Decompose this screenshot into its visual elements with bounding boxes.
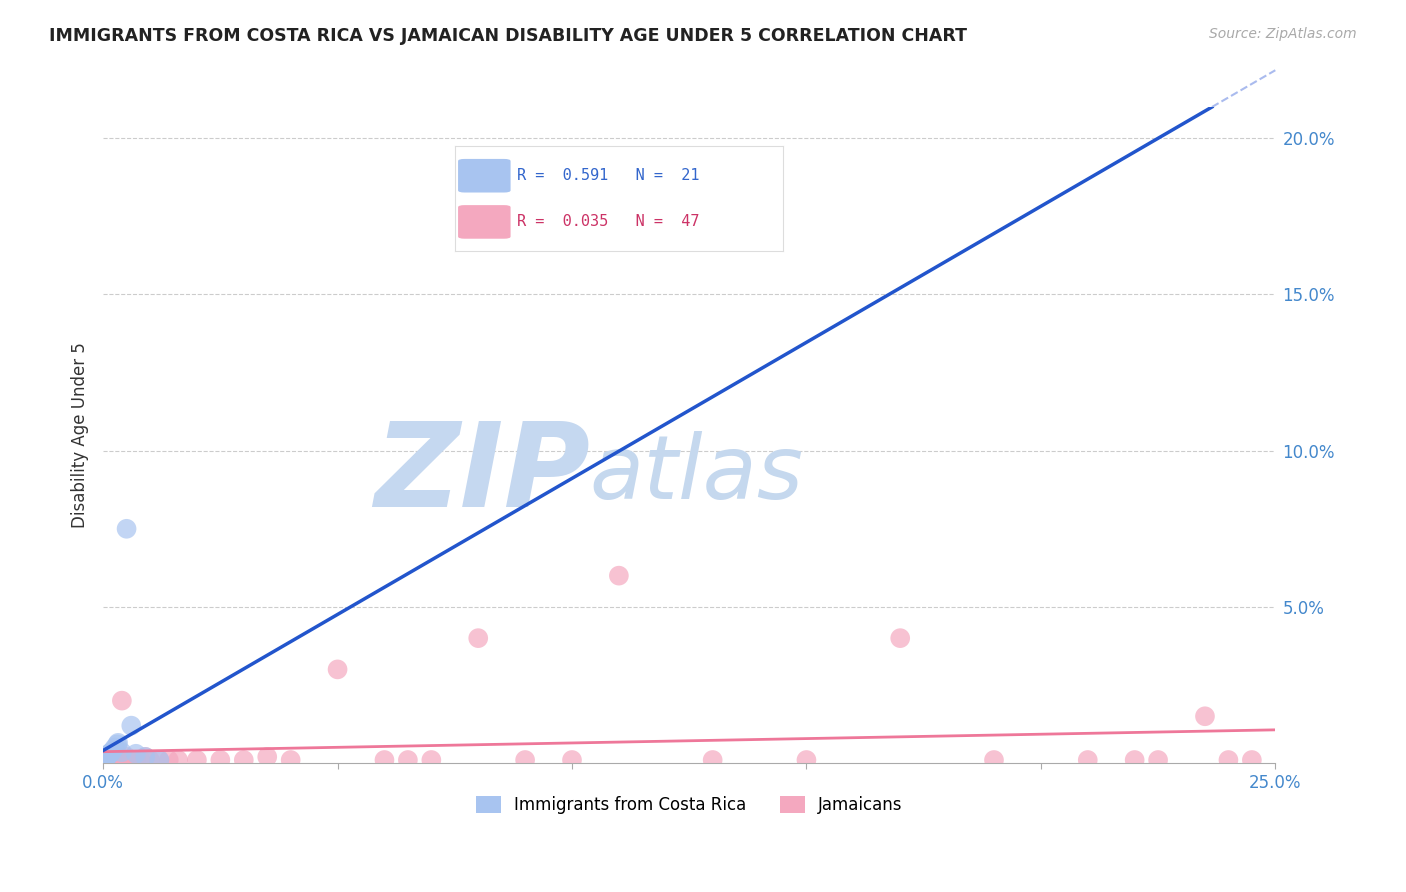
Point [1218, 753, 1240, 767]
Point [125, 753, 148, 767]
Point [120, 753, 142, 767]
Point [157, 753, 180, 767]
Point [93, 753, 115, 767]
Point [111, 693, 134, 707]
Point [420, 753, 443, 767]
Point [796, 753, 818, 767]
Point [97, 753, 120, 767]
Point [108, 753, 131, 767]
Point [111, 753, 134, 767]
Point [94, 751, 117, 765]
Point [134, 750, 156, 764]
Point [107, 736, 129, 750]
Point [101, 744, 124, 758]
Point [94, 753, 117, 767]
Point [607, 568, 630, 582]
Point [256, 750, 278, 764]
Point [139, 753, 162, 767]
Point [93, 753, 115, 767]
Point [105, 738, 128, 752]
Point [1123, 753, 1146, 767]
Point [561, 753, 583, 767]
Point [104, 750, 127, 764]
Point [97, 747, 120, 761]
Text: atlas: atlas [589, 432, 804, 517]
Point [97, 753, 120, 767]
Point [101, 753, 124, 767]
Point [1194, 709, 1216, 723]
Point [125, 747, 148, 761]
Point [1147, 753, 1170, 767]
Point [98, 747, 121, 761]
Point [167, 753, 190, 767]
Point [702, 753, 724, 767]
Point [96, 750, 118, 764]
Point [280, 753, 302, 767]
Point [94, 753, 117, 767]
Text: IMMIGRANTS FROM COSTA RICA VS JAMAICAN DISABILITY AGE UNDER 5 CORRELATION CHART: IMMIGRANTS FROM COSTA RICA VS JAMAICAN D… [49, 27, 967, 45]
Point [94, 753, 117, 767]
Point [96, 750, 118, 764]
Point [93, 753, 115, 767]
Point [186, 753, 208, 767]
Point [105, 753, 128, 767]
Point [209, 753, 232, 767]
Point [326, 662, 349, 676]
Point [148, 753, 170, 767]
Point [983, 753, 1005, 767]
Point [120, 718, 142, 732]
Point [115, 753, 138, 767]
Point [104, 740, 127, 755]
Point [1077, 753, 1099, 767]
Legend: Immigrants from Costa Rica, Jamaicans: Immigrants from Costa Rica, Jamaicans [470, 789, 910, 821]
Point [97, 750, 120, 764]
Point [396, 753, 419, 767]
Point [101, 751, 124, 765]
Point [232, 753, 254, 767]
Y-axis label: Disability Age Under 5: Disability Age Under 5 [72, 343, 89, 528]
Point [100, 745, 122, 759]
Point [115, 522, 138, 536]
Point [373, 753, 395, 767]
Point [513, 753, 536, 767]
Point [105, 750, 128, 764]
Text: ZIP: ZIP [374, 417, 589, 532]
Point [467, 631, 489, 645]
Point [889, 631, 911, 645]
Point [111, 745, 134, 759]
Point [129, 753, 152, 767]
Point [115, 750, 138, 764]
Point [134, 750, 156, 764]
Point [97, 748, 120, 763]
Point [148, 753, 170, 767]
Point [1240, 753, 1263, 767]
Text: Source: ZipAtlas.com: Source: ZipAtlas.com [1209, 27, 1357, 41]
Point [98, 750, 121, 764]
